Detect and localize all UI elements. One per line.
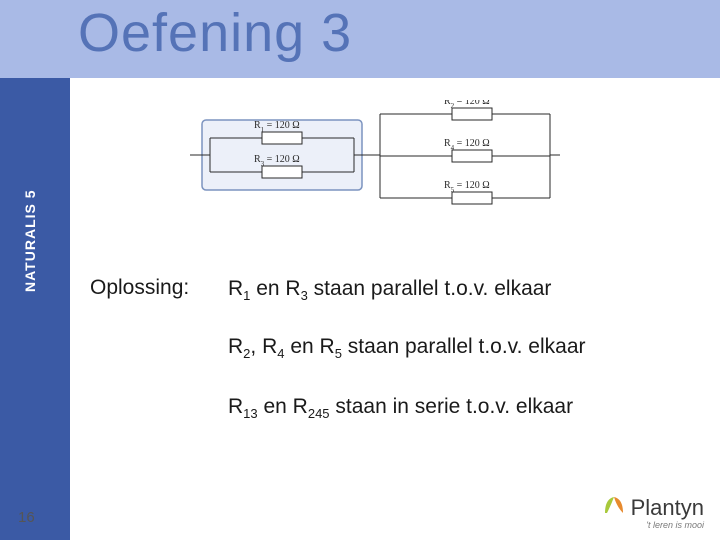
sidebar-label: NATURALIS 5 — [22, 189, 38, 292]
sidebar-band — [0, 78, 70, 540]
slide: Oefening 3 NATURALIS 5 R1 = 120 ΩR3 = 12… — [0, 0, 720, 540]
circuit-diagram: R1 = 120 ΩR3 = 120 ΩR2 = 120 ΩR4 = 120 Ω… — [190, 100, 560, 220]
solution-line-2: R2, R4 en R5 staan parallel t.o.v. elkaa… — [228, 334, 586, 362]
slide-title: Oefening 3 — [78, 2, 352, 64]
page-number: 16 — [18, 509, 35, 526]
solution-label: Oplossing: — [90, 276, 189, 300]
publisher-logo: Plantyn 't leren is mooi — [601, 493, 704, 530]
logo-mark-icon — [601, 493, 627, 522]
solution-line-3: R13 en R245 staan in serie t.o.v. elkaar — [228, 394, 573, 422]
solution-line-1: R1 en R3 staan parallel t.o.v. elkaar — [228, 276, 551, 304]
logo-name: Plantyn — [631, 495, 704, 521]
